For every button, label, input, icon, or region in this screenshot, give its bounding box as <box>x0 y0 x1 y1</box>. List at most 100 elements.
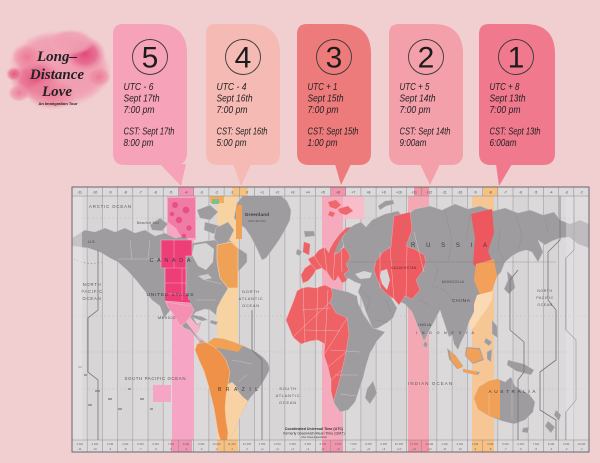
svg-text:-9: -9 <box>109 447 112 451</box>
svg-text:2 AM: 2 AM <box>457 442 464 446</box>
svg-text:+5: +5 <box>321 191 325 195</box>
svg-text:3 PM: 3 PM <box>289 442 296 446</box>
svg-text:Beaufort Sea: Beaufort Sea <box>137 221 159 225</box>
svg-text:+2: +2 <box>275 191 279 195</box>
svg-text:+10: +10 <box>397 447 402 451</box>
svg-text:-4: -4 <box>185 447 188 451</box>
svg-text:8 AM: 8 AM <box>548 442 555 446</box>
svg-text:7 PM: 7 PM <box>350 442 357 446</box>
svg-text:-11: -11 <box>442 191 447 195</box>
svg-text:2: 2 <box>418 42 435 75</box>
svg-text:1 AM: 1 AM <box>76 442 83 446</box>
svg-text:SOUTH PACIFIC OCEAN: SOUTH PACIFIC OCEAN <box>125 376 186 381</box>
svg-text:-2: -2 <box>580 191 583 195</box>
svg-text:5:00 pm: 5:00 pm <box>217 138 247 149</box>
svg-text:KAZAKHSTAN: KAZAKHSTAN <box>391 266 417 270</box>
svg-text:10 PM: 10 PM <box>395 442 404 446</box>
svg-text:5 AM: 5 AM <box>502 442 509 446</box>
svg-text:-10: -10 <box>457 191 462 195</box>
svg-text:AUSTRALIA: AUSTRALIA <box>489 389 537 395</box>
svg-text:-9: -9 <box>474 447 477 451</box>
svg-text:-6: -6 <box>154 447 157 451</box>
svg-text:PACIFIC: PACIFIC <box>81 289 103 294</box>
svg-text:3 AM: 3 AM <box>472 442 479 446</box>
svg-text:7:00 pm: 7:00 pm <box>124 105 155 116</box>
svg-text:-8: -8 <box>124 447 127 451</box>
svg-text:+3: +3 <box>291 447 295 451</box>
svg-text:+1: +1 <box>260 447 264 451</box>
svg-text:INDONESIA: INDONESIA <box>416 331 474 335</box>
svg-text:5 PM: 5 PM <box>320 442 327 446</box>
svg-text:+7: +7 <box>351 191 355 195</box>
svg-text:-9: -9 <box>108 191 111 195</box>
svg-text:4 AM: 4 AM <box>122 442 129 446</box>
svg-text:7:00 pm: 7:00 pm <box>308 105 339 116</box>
svg-text:12 PM: 12 PM <box>243 442 252 446</box>
svg-text:Sept 14th: Sept 14th <box>400 94 436 105</box>
svg-text:ARCTIC OCEAN: ARCTIC OCEAN <box>89 204 131 209</box>
svg-text:time zones proportional: time zones proportional <box>302 436 327 439</box>
svg-text:+11: +11 <box>411 191 417 195</box>
svg-text:UTC - 6: UTC - 6 <box>124 82 154 93</box>
svg-text:Sept 17th: Sept 17th <box>124 94 160 105</box>
svg-text:CHINA: CHINA <box>452 298 471 304</box>
svg-text:-4: -4 <box>549 191 552 195</box>
svg-text:An Immigration Tour: An Immigration Tour <box>38 101 77 106</box>
svg-text:PACIFIC: PACIFIC <box>536 296 553 300</box>
svg-text:7 AM: 7 AM <box>533 442 540 446</box>
svg-text:-2: -2 <box>215 447 218 451</box>
svg-text:+11: +11 <box>412 447 417 451</box>
svg-text:-5: -5 <box>535 447 538 451</box>
svg-text:CST: Sept 15th: CST: Sept 15th <box>308 127 359 138</box>
svg-text:+4: +4 <box>306 191 310 195</box>
svg-text:OCEAN: OCEAN <box>537 303 552 307</box>
svg-text:Greenland: Greenland <box>245 212 270 217</box>
svg-text:-8: -8 <box>489 447 492 451</box>
svg-text:OCEAN: OCEAN <box>279 400 297 405</box>
svg-text:-11: -11 <box>443 447 447 451</box>
svg-text:-7: -7 <box>504 191 507 195</box>
svg-text:Sept 15th: Sept 15th <box>308 94 344 105</box>
svg-text:+12: +12 <box>427 447 432 451</box>
svg-text:+9: +9 <box>382 191 386 195</box>
svg-text:10 AM: 10 AM <box>577 442 586 446</box>
svg-text:-2: -2 <box>215 191 218 195</box>
svg-text:4 PM: 4 PM <box>304 442 311 446</box>
svg-text:+4: +4 <box>306 447 310 451</box>
svg-text:-6: -6 <box>519 191 522 195</box>
svg-text:0: 0 <box>246 191 248 195</box>
svg-text:-3: -3 <box>565 447 568 451</box>
svg-text:Long–: Long– <box>36 49 78 65</box>
svg-text:-7: -7 <box>139 447 142 451</box>
svg-text:4 AM: 4 AM <box>487 442 494 446</box>
svg-text:UNITED STATES: UNITED STATES <box>147 292 194 298</box>
svg-text:+12: +12 <box>426 191 432 195</box>
svg-text:-3: -3 <box>565 191 568 195</box>
svg-text:11 AM: 11 AM <box>228 442 236 446</box>
svg-text:+9: +9 <box>382 447 386 451</box>
svg-text:-10: -10 <box>93 447 97 451</box>
svg-text:1 AM: 1 AM <box>441 442 448 446</box>
svg-text:-1: -1 <box>230 447 233 451</box>
svg-text:CST: Sept 14th: CST: Sept 14th <box>400 127 451 138</box>
svg-text:CST: Sept 16th: CST: Sept 16th <box>217 127 268 138</box>
svg-text:NORTH: NORTH <box>537 289 552 293</box>
svg-text:7:00 pm: 7:00 pm <box>217 105 248 116</box>
svg-text:0: 0 <box>246 447 248 451</box>
svg-text:3: 3 <box>326 42 343 75</box>
svg-text:Distance: Distance <box>29 67 85 83</box>
svg-text:INDIA: INDIA <box>418 322 432 327</box>
svg-text:-8: -8 <box>124 191 127 195</box>
svg-text:1:00 pm: 1:00 pm <box>308 138 338 149</box>
svg-text:5: 5 <box>142 42 159 75</box>
svg-text:2 AM: 2 AM <box>92 442 99 446</box>
svg-text:-9: -9 <box>473 191 476 195</box>
svg-text:-6: -6 <box>519 447 522 451</box>
svg-text:9 PM: 9 PM <box>380 442 387 446</box>
svg-text:UTC + 1: UTC + 1 <box>308 82 338 93</box>
svg-text:U.S.: U.S. <box>88 240 96 244</box>
svg-text:7:00 pm: 7:00 pm <box>490 105 521 116</box>
svg-text:-5: -5 <box>170 447 173 451</box>
svg-text:9 AM: 9 AM <box>563 442 570 446</box>
svg-text:-8: -8 <box>489 191 492 195</box>
